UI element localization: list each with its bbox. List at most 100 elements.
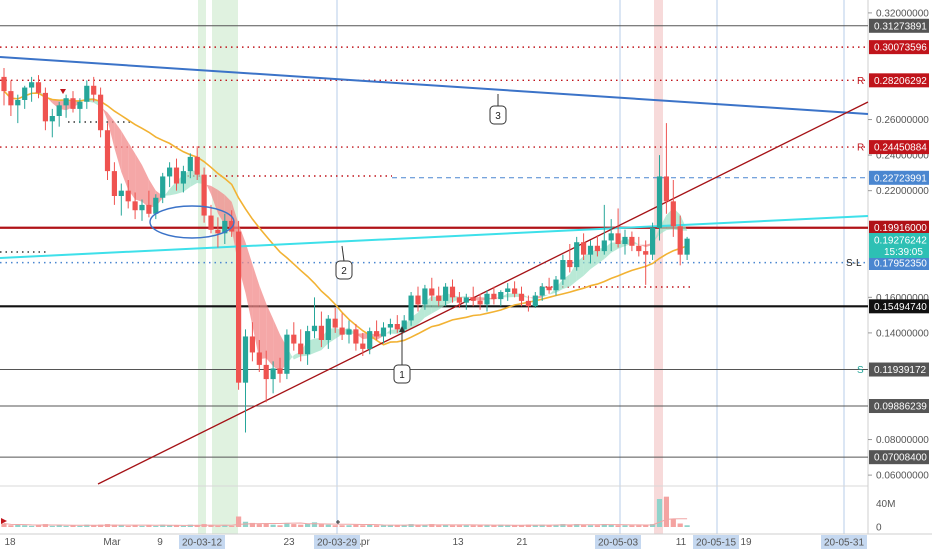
- volume-bar: [656, 499, 663, 527]
- level-tag: S: [857, 365, 864, 376]
- ribbon-segment-bull: [390, 329, 398, 334]
- candle-body: [374, 331, 380, 337]
- volume-bar: [160, 524, 166, 527]
- level-price-label: 0.15494740: [874, 302, 927, 313]
- time-tick-label: 13: [452, 537, 464, 548]
- horizontal-levels: [0, 25, 868, 458]
- volume-bar: [505, 525, 511, 527]
- volume-bar: [208, 525, 214, 527]
- candle-body: [242, 336, 249, 383]
- trendline-1: [97, 101, 869, 485]
- candle-body: [456, 297, 462, 303]
- candle-body: [449, 286, 456, 298]
- volume-bar: [125, 525, 131, 527]
- volume-bar: [353, 524, 359, 527]
- marker-down-triangle: [60, 89, 66, 94]
- date-marker-label: 20-05-31: [824, 538, 864, 549]
- ribbon-segment-bear: [273, 318, 280, 372]
- time-tick-label: 21: [516, 537, 528, 548]
- volume-bar: [436, 525, 442, 527]
- level-price-tag: [869, 399, 929, 414]
- volume-bar: [70, 525, 76, 527]
- candle-body: [615, 233, 621, 244]
- level-price-tag: [869, 18, 929, 33]
- candle-body: [56, 105, 62, 116]
- time-tick-label: 18: [4, 537, 16, 548]
- candle-body: [325, 318, 331, 340]
- candle-body: [436, 295, 442, 301]
- level-price-tag: [869, 170, 929, 185]
- marker-right-triangle: [1, 518, 7, 524]
- volume-bar: [463, 525, 469, 527]
- candle-body: [49, 116, 55, 122]
- volume-bar: [608, 524, 614, 527]
- volume-bar: [601, 524, 607, 527]
- volume-tick-label: 0: [876, 523, 882, 534]
- candle-body: [298, 343, 304, 355]
- date-marker-label: 20-05-03: [598, 538, 638, 549]
- volume-bar: [180, 525, 186, 527]
- volume-bar: [15, 524, 21, 527]
- candle-body: [180, 171, 186, 184]
- candle-body: [650, 228, 656, 255]
- candle-body: [208, 215, 214, 230]
- annotations: 3 2 1 R R S-L S: [1, 76, 864, 524]
- time-tick-label: 23: [283, 537, 295, 548]
- volume-bar: [22, 525, 28, 527]
- level-price-label: 0.19276242: [874, 236, 927, 247]
- candle-body: [15, 100, 21, 106]
- date-marker-label: 20-05-15: [696, 538, 736, 549]
- volume-bar: [670, 518, 676, 527]
- volume-bar: [318, 524, 324, 527]
- level-price-tag: [869, 220, 929, 235]
- trendline-label: 2: [341, 266, 347, 277]
- time-axis[interactable]: 18 Mar 9 23 Apr 13 21 11 19 20-03-12 20-03-29 20-05…: [4, 535, 867, 549]
- candle-body: [215, 229, 221, 234]
- candle-body: [332, 318, 338, 328]
- volume-bar: [42, 524, 48, 527]
- candle-body: [387, 324, 393, 328]
- candle-body: [98, 94, 104, 131]
- volume-bar: [546, 525, 552, 527]
- candle-body: [167, 167, 173, 177]
- ribbon-segment-bear: [217, 189, 225, 225]
- trendline-3: [0, 56, 869, 115]
- trendline-label: 1: [399, 370, 405, 381]
- candle-body: [367, 331, 373, 349]
- volume-bar: [153, 525, 159, 527]
- level-price-label: 0.09886239: [874, 402, 927, 413]
- volume-bar: [684, 525, 690, 527]
- volume-bar: [173, 525, 180, 527]
- volume-bar: [132, 525, 138, 527]
- volume-bar: [284, 522, 290, 527]
- volume-bar: [222, 525, 228, 527]
- candle-body: [477, 300, 483, 305]
- candle-body: [636, 245, 642, 252]
- candle-body: [401, 320, 407, 330]
- volume-bar: [229, 525, 235, 527]
- price-tick-label: 0.16000000: [876, 293, 929, 304]
- volume-bar: [477, 525, 483, 527]
- candle-body: [42, 92, 48, 122]
- candle-body: [684, 238, 690, 255]
- volume-bar: [139, 525, 145, 527]
- level-price-tag: [869, 362, 929, 377]
- volume-bar: [629, 525, 635, 527]
- candle-body: [284, 334, 290, 374]
- candle-body: [408, 295, 414, 321]
- date-marker-tag: [314, 535, 360, 549]
- candle-body: [429, 288, 435, 296]
- volume-bar: [346, 525, 352, 527]
- price-axis[interactable]: 0.32000000 0.26000000 0.24000000 0.22000000…: [868, 8, 929, 534]
- ribbon-segment-bull: [611, 242, 619, 253]
- volume-bar: [443, 524, 449, 527]
- ribbon-segment-bull: [652, 227, 660, 245]
- candle-body: [346, 329, 352, 335]
- candle-body: [601, 240, 607, 252]
- ribbon-segment-bull: [659, 215, 667, 235]
- volume-bar: [484, 525, 490, 527]
- candle-body: [505, 288, 511, 292]
- ribbon-segment-bull: [314, 337, 322, 353]
- volume-bar: [408, 524, 414, 527]
